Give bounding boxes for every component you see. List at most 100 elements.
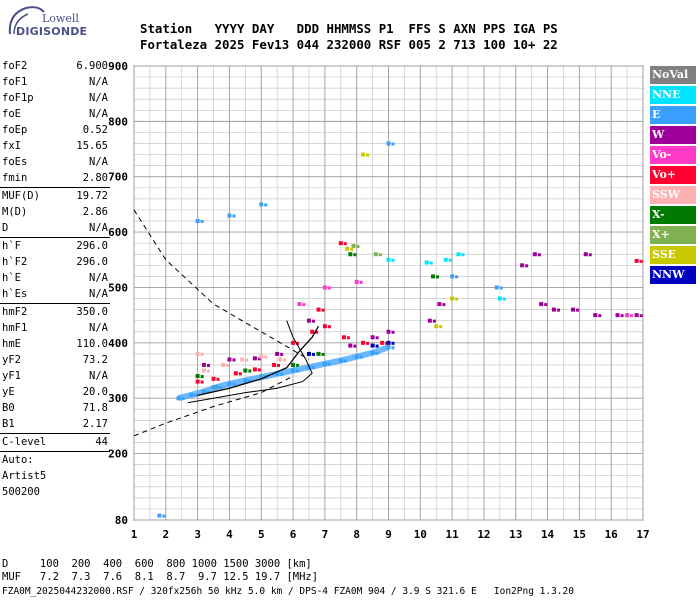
echo-point <box>455 297 459 301</box>
param-value: N/A <box>89 322 108 334</box>
echo-point <box>375 344 379 348</box>
echo-point <box>502 297 506 301</box>
station-header: Station YYYY DAY DDD HHMMSS P1 FFS S AXN… <box>140 21 558 53</box>
param-value: 20.0 <box>82 386 108 398</box>
echo-point <box>200 380 204 384</box>
param-row: Auto: <box>0 452 110 468</box>
echo-point <box>345 246 350 251</box>
echo-point <box>211 376 216 381</box>
param-row: hmF1 N/A <box>0 320 110 336</box>
param-row: M(D) 2.86 <box>0 204 110 220</box>
echo-point <box>370 343 375 348</box>
echo-point <box>227 213 232 218</box>
echo-point <box>201 368 206 373</box>
echo-point <box>361 152 366 157</box>
param-key: h`F <box>2 240 21 252</box>
echo-point <box>291 340 296 345</box>
param-value: N/A <box>89 156 108 168</box>
x-trace-dashed <box>133 209 310 360</box>
param-row: foF2 6.900 <box>0 58 110 74</box>
x-tick-label: 3 <box>194 528 201 541</box>
param-separator <box>0 433 110 434</box>
legend: NoVal NNE E W Vo- Vo+ SSW X- X+ SSE NNW <box>650 66 696 286</box>
echo-point <box>216 377 220 381</box>
parameters-panel: foF2 6.900 foF1 N/A foF1p N/A foE N/A foEp 0.52 fx… <box>0 58 110 500</box>
echo-point <box>275 351 280 356</box>
param-row: foF1p N/A <box>0 90 110 106</box>
param-key: foEs <box>2 156 28 168</box>
y-tick-label: 900 <box>108 60 128 73</box>
muf-table: D 100 200 400 600 800 1000 1500 3000 [km… <box>2 558 318 584</box>
param-key: B1 <box>2 418 15 430</box>
echo-point <box>429 261 433 265</box>
profile-curve <box>187 320 313 404</box>
legend-item: Vo+ <box>650 166 696 184</box>
x-tick-label: 10 <box>414 528 427 541</box>
echo-point <box>245 358 249 362</box>
echo-point <box>525 264 529 268</box>
echo-point <box>327 286 331 290</box>
logo-text-digisonde: DIGISONDE <box>16 25 88 38</box>
echo-point <box>296 363 300 367</box>
echo-point <box>386 141 391 146</box>
echo-point <box>343 242 347 246</box>
echo-point <box>427 318 432 323</box>
param-key: fxI <box>2 140 21 152</box>
param-value: 71.8 <box>82 402 108 414</box>
echo-point <box>195 374 200 379</box>
param-row: MUF(D) 19.72 <box>0 188 110 204</box>
echo-point <box>359 280 363 284</box>
echo-point <box>315 330 319 334</box>
echo-point <box>520 263 525 268</box>
param-row: fmin 2.80 <box>0 170 110 186</box>
echo-point <box>434 324 439 329</box>
e-trace-band <box>177 344 390 402</box>
x-tick-label: 9 <box>385 528 392 541</box>
param-row: h`Es N/A <box>0 286 110 302</box>
param-value: 19.72 <box>76 190 108 202</box>
echo-point <box>302 303 306 307</box>
param-value: N/A <box>89 288 108 300</box>
x-tick-label: 17 <box>636 528 649 541</box>
legend-item: X+ <box>650 226 696 244</box>
echo-point <box>576 308 580 312</box>
echo-point <box>532 252 537 257</box>
echo-point <box>221 362 226 367</box>
echo-point <box>630 314 634 318</box>
param-separator <box>0 303 110 304</box>
echo-point <box>391 341 395 345</box>
param-row: hmF2 350.0 <box>0 304 110 320</box>
echo-point <box>598 314 602 318</box>
param-key: yF2 <box>2 354 21 366</box>
echo-point <box>316 307 321 312</box>
param-row: Artist5 <box>0 468 110 484</box>
y-tick-label: 80 <box>115 514 128 527</box>
echo-point <box>257 368 261 372</box>
echo-point <box>456 252 461 257</box>
echo-point <box>264 203 268 207</box>
echo-point <box>252 356 257 361</box>
echo-point <box>280 352 284 356</box>
legend-item: SSE <box>650 246 696 264</box>
echo-point <box>240 357 245 362</box>
echo-point <box>226 363 230 367</box>
y-tick-label: 400 <box>108 337 128 350</box>
echo-point <box>346 336 350 340</box>
echo-point <box>350 247 354 251</box>
x-tick-label: 6 <box>290 528 297 541</box>
legend-item: E <box>650 106 696 124</box>
echo-point <box>322 285 327 290</box>
param-key: foE <box>2 108 21 120</box>
x-tick-label: 16 <box>605 528 619 541</box>
echo-point <box>625 313 630 318</box>
param-key: fmin <box>2 172 28 184</box>
echo-point <box>450 274 455 279</box>
param-key: hmE <box>2 338 21 350</box>
legend-item: Vo- <box>650 146 696 164</box>
echo-point <box>443 257 448 262</box>
echo-point <box>195 351 200 356</box>
y-tick-label: 700 <box>108 171 128 184</box>
param-key: yE <box>2 386 15 398</box>
param-key: h`E <box>2 272 21 284</box>
echo-point <box>391 346 395 350</box>
